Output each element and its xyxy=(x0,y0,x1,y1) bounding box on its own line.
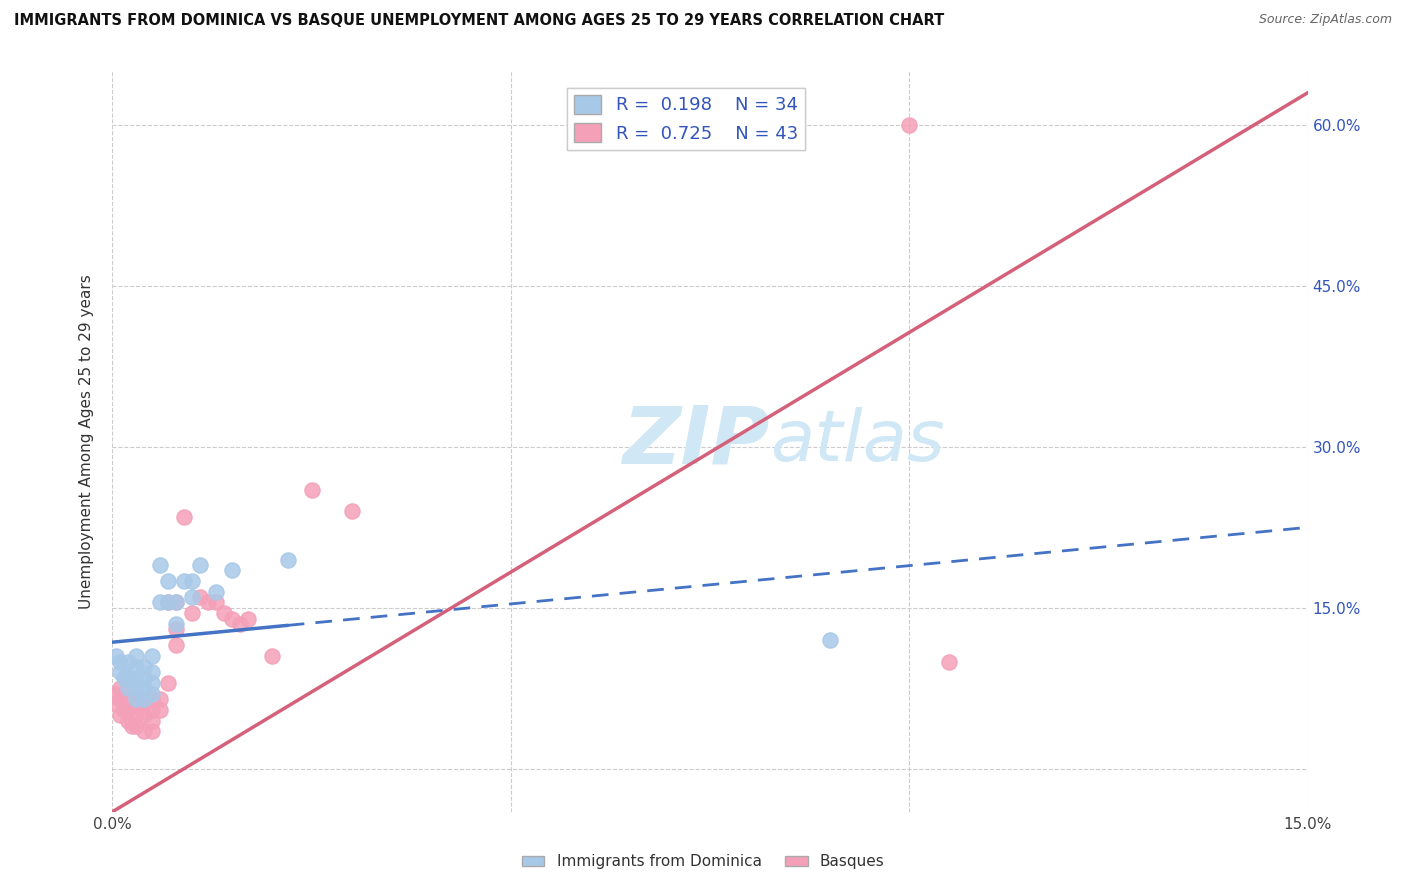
Point xyxy=(114,671,135,685)
Point xyxy=(165,623,187,637)
Point xyxy=(105,687,128,701)
Point xyxy=(818,633,841,648)
Point xyxy=(221,611,243,625)
Point xyxy=(125,649,148,664)
Point xyxy=(181,606,204,620)
Point xyxy=(149,558,172,572)
Point xyxy=(260,649,283,664)
Text: IMMIGRANTS FROM DOMINICA VS BASQUE UNEMPLOYMENT AMONG AGES 25 TO 29 YEARS CORREL: IMMIGRANTS FROM DOMINICA VS BASQUE UNEMP… xyxy=(14,13,945,29)
Point xyxy=(197,595,219,609)
Point xyxy=(938,655,960,669)
Point xyxy=(165,616,187,631)
Point xyxy=(114,703,135,717)
Point xyxy=(117,703,139,717)
Point xyxy=(105,649,128,664)
Point xyxy=(125,660,148,674)
Text: Source: ZipAtlas.com: Source: ZipAtlas.com xyxy=(1258,13,1392,27)
Point xyxy=(110,708,132,723)
Point xyxy=(117,655,139,669)
Point xyxy=(188,590,211,604)
Point xyxy=(110,655,132,669)
Point xyxy=(205,595,228,609)
Point xyxy=(221,563,243,577)
Point xyxy=(117,692,139,706)
Point xyxy=(125,692,148,706)
Legend: R =  0.198    N = 34, R =  0.725    N = 43: R = 0.198 N = 34, R = 0.725 N = 43 xyxy=(567,87,806,150)
Point xyxy=(134,724,156,739)
Point xyxy=(157,595,180,609)
Point xyxy=(117,681,139,696)
Point xyxy=(141,724,163,739)
Point xyxy=(125,687,148,701)
Point xyxy=(134,660,156,674)
Point xyxy=(110,665,132,680)
Point xyxy=(229,616,252,631)
Point xyxy=(188,558,211,572)
Point xyxy=(141,665,163,680)
Point xyxy=(165,639,187,653)
Point xyxy=(277,552,299,566)
Point xyxy=(205,584,228,599)
Point xyxy=(121,719,143,733)
Y-axis label: Unemployment Among Ages 25 to 29 years: Unemployment Among Ages 25 to 29 years xyxy=(79,274,94,609)
Point xyxy=(149,703,172,717)
Point xyxy=(149,595,172,609)
Point xyxy=(125,698,148,712)
Point xyxy=(149,692,172,706)
Point xyxy=(125,671,148,685)
Text: atlas: atlas xyxy=(770,407,945,476)
Point xyxy=(165,595,187,609)
Point xyxy=(141,676,163,690)
Point xyxy=(134,698,156,712)
Point xyxy=(125,681,148,696)
Point xyxy=(134,692,156,706)
Point xyxy=(125,719,148,733)
Point xyxy=(340,504,363,518)
Point xyxy=(301,483,323,497)
Point xyxy=(173,574,195,588)
Point xyxy=(165,595,187,609)
Point xyxy=(110,681,132,696)
Point xyxy=(173,509,195,524)
Point xyxy=(157,676,180,690)
Point xyxy=(236,611,259,625)
Point xyxy=(141,687,163,701)
Text: ZIP: ZIP xyxy=(623,402,770,481)
Point xyxy=(181,590,204,604)
Legend: Immigrants from Dominica, Basques: Immigrants from Dominica, Basques xyxy=(516,848,890,875)
Point xyxy=(898,118,921,132)
Point xyxy=(141,692,163,706)
Point xyxy=(134,671,156,685)
Point xyxy=(157,574,180,588)
Point xyxy=(110,692,132,706)
Point xyxy=(117,671,139,685)
Point xyxy=(125,708,148,723)
Point xyxy=(212,606,235,620)
Point xyxy=(141,703,163,717)
Point xyxy=(157,595,180,609)
Point xyxy=(181,574,204,588)
Point xyxy=(141,714,163,728)
Point xyxy=(117,714,139,728)
Point xyxy=(699,118,721,132)
Point xyxy=(134,708,156,723)
Point xyxy=(141,649,163,664)
Point xyxy=(105,698,128,712)
Point xyxy=(134,681,156,696)
